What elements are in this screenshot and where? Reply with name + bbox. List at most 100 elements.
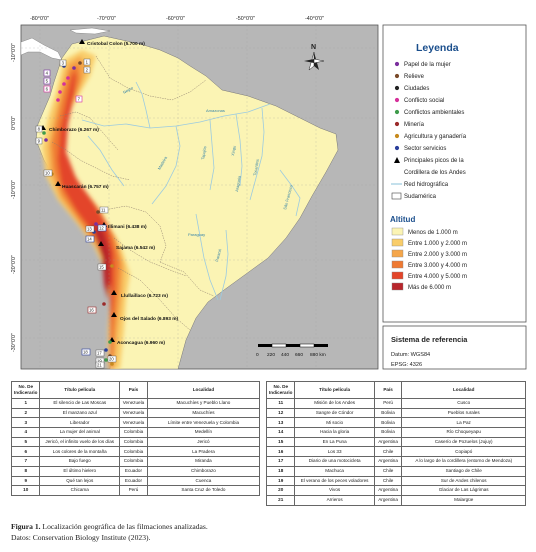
peak-label: Sajama (6.542 m) (116, 245, 155, 251)
legend-item: Ciudades (404, 86, 429, 92)
table-row: 2 El manzano azul Venezuela Macuchíes (10, 407, 261, 419)
peak-label: Chimborazo (6.267 m) (49, 127, 99, 133)
marker-20: 20 (107, 354, 117, 363)
svg-text:11: 11 (101, 208, 106, 213)
marker-10: 10 (43, 169, 54, 177)
svg-text:18: 18 (83, 350, 88, 355)
peak-label: Cristobal Colon (5.700 m) (87, 41, 145, 47)
peak-label: Huascarán (6.757 m) (62, 184, 109, 190)
latitude-label: -30°0'0" (11, 333, 17, 352)
marker-18: 18 (81, 348, 108, 356)
legend-item: Sector servicios (404, 146, 446, 152)
altitude-swatch (391, 238, 404, 247)
reference-epsg: EPSG: 4326 (391, 362, 422, 368)
svg-text:7: 7 (78, 97, 81, 102)
table-row: 5 Jericó, el infinito vuelo de los días Co… (10, 436, 261, 448)
river-label: Paraná (214, 248, 222, 263)
legend-item: Agricultura y ganadería (404, 134, 467, 140)
svg-text:6: 6 (46, 87, 49, 92)
legend-dot-icon (394, 85, 400, 91)
altitude-title: Altitud (390, 215, 415, 224)
table-row: 13 Mi socio Bolivia La Paz (265, 417, 526, 429)
river-label: São Francisco (282, 184, 294, 211)
marker-7: 7 (56, 95, 83, 103)
legend-title: Leyenda (416, 42, 459, 54)
graticule-lines (21, 25, 378, 369)
svg-text:2: 2 (86, 68, 89, 73)
scale-label: 440 (281, 352, 289, 358)
altitude-swatch (391, 282, 404, 291)
legend-dot-icon (394, 145, 400, 151)
river-label: Madeira (157, 155, 169, 171)
marker-9: 9 (35, 137, 48, 145)
altitude-item: Más de 6.000 m (408, 285, 451, 291)
scale-bar: 0 220 440 660 880 km (256, 343, 328, 358)
marker-21: 21 (95, 361, 114, 369)
latitude-label: -20°0'0" (11, 255, 17, 274)
peak-label: Llullaillaco (6.723 m) (121, 293, 168, 299)
films-table-right: No. De Indicerario Título película País … (265, 381, 526, 506)
river-label: Tocantins (252, 159, 260, 177)
legend-dot-icon (394, 97, 400, 103)
table-row: 17 Diario de una motocicleta Argentina A lo… (265, 456, 526, 467)
table-row: 19 El verano de los peces voladores Chile S… (265, 475, 526, 487)
legend-dot-icon (394, 133, 400, 139)
caribbean-island (69, 27, 111, 35)
table-row: 4 La mujer del animal Colombia Medellín (10, 427, 261, 438)
legend-item: Relieve (404, 74, 425, 80)
north-arrow-icon: N (304, 44, 325, 71)
table-row: 14 Hacia la gloria Bolivia Río Choqueyapu (265, 427, 526, 438)
reference-panel: Sistema de referencia Datum: WGS84 EPSG:… (382, 325, 527, 370)
svg-text:10: 10 (45, 171, 50, 176)
svg-text:8: 8 (38, 127, 41, 132)
table-header: País (119, 381, 148, 399)
table-row: 9 Qué tan lejos Ecuador Cuenca (10, 475, 261, 487)
table-row: 20 Vivos Argentina Glaciar de Las Lágrimas (265, 485, 526, 496)
reference-title: Sistema de referencia (391, 335, 468, 344)
svg-text:14: 14 (87, 237, 92, 242)
table-header: Localidad (401, 381, 526, 399)
marker-14: 14 (85, 235, 95, 243)
svg-text:16: 16 (89, 308, 94, 313)
continent-swatch-icon (391, 192, 402, 200)
table-row: 11 Misión de los Andes Perú Cusco (265, 398, 526, 409)
legend-dot-icon (394, 109, 400, 115)
altitude-swatch (391, 260, 404, 269)
latitude-label: 0°0'0" (11, 116, 17, 130)
caption-label: Figura 1. (11, 522, 41, 531)
table-row: 3 Liberador Venezuela Límite entre Venezuel… (10, 417, 261, 429)
central-america (21, 37, 63, 61)
legend-item: Sudamérica (404, 194, 437, 200)
river-network (81, 81, 301, 301)
river-label: Tapajós (200, 146, 207, 160)
marker-5: 5 (43, 77, 66, 86)
legend-panel: Leyenda Papel de la mujer Relieve Ciudad… (382, 24, 527, 323)
marker-1: 1 (78, 58, 91, 66)
svg-text:19: 19 (97, 359, 102, 364)
river-label: Negro (122, 85, 135, 95)
legend-dot-icon (394, 61, 400, 67)
marker-2: 2 (72, 66, 91, 74)
table-row: 8 El último hielero Ecuador Chimborazo (10, 465, 261, 477)
table-header: País (373, 381, 403, 399)
peak-triangle-icon (111, 312, 117, 317)
legend-item: Conflicto social (404, 98, 444, 104)
table-header: No. De Indicerario (10, 381, 41, 399)
legend-item: Red hidrográfica (404, 182, 449, 188)
table-row: 16 Los 33 Chile Copiapó (265, 446, 526, 458)
table-row: 1 El silencio de Las Moscas Venezuela Macuc… (10, 398, 261, 409)
scale-label: 880 km (310, 352, 326, 358)
latitude-label: -10°0'0" (11, 180, 17, 199)
svg-text:21: 21 (97, 363, 102, 368)
film-markers: 1 2 3 4 5 6 7 8 9 10 11 12 13 14 15 16 1… (35, 58, 117, 369)
caption-text: Localización geográfica de las filmacion… (40, 522, 208, 531)
svg-text:5: 5 (46, 79, 49, 84)
longitude-label: -70°0'0" (97, 16, 116, 22)
table-row: 18 Machuca Chile Santiago de Chile (265, 465, 526, 477)
marker-15: 15 (97, 263, 114, 271)
altitude-swatch (391, 227, 404, 236)
scale-label: 0 (256, 352, 259, 358)
altitude-item: Entre 1.000 y 2.000 m (408, 241, 467, 247)
films-table-left: No. De Indicerario Título película País … (10, 381, 261, 496)
altitude-swatch (391, 249, 404, 258)
